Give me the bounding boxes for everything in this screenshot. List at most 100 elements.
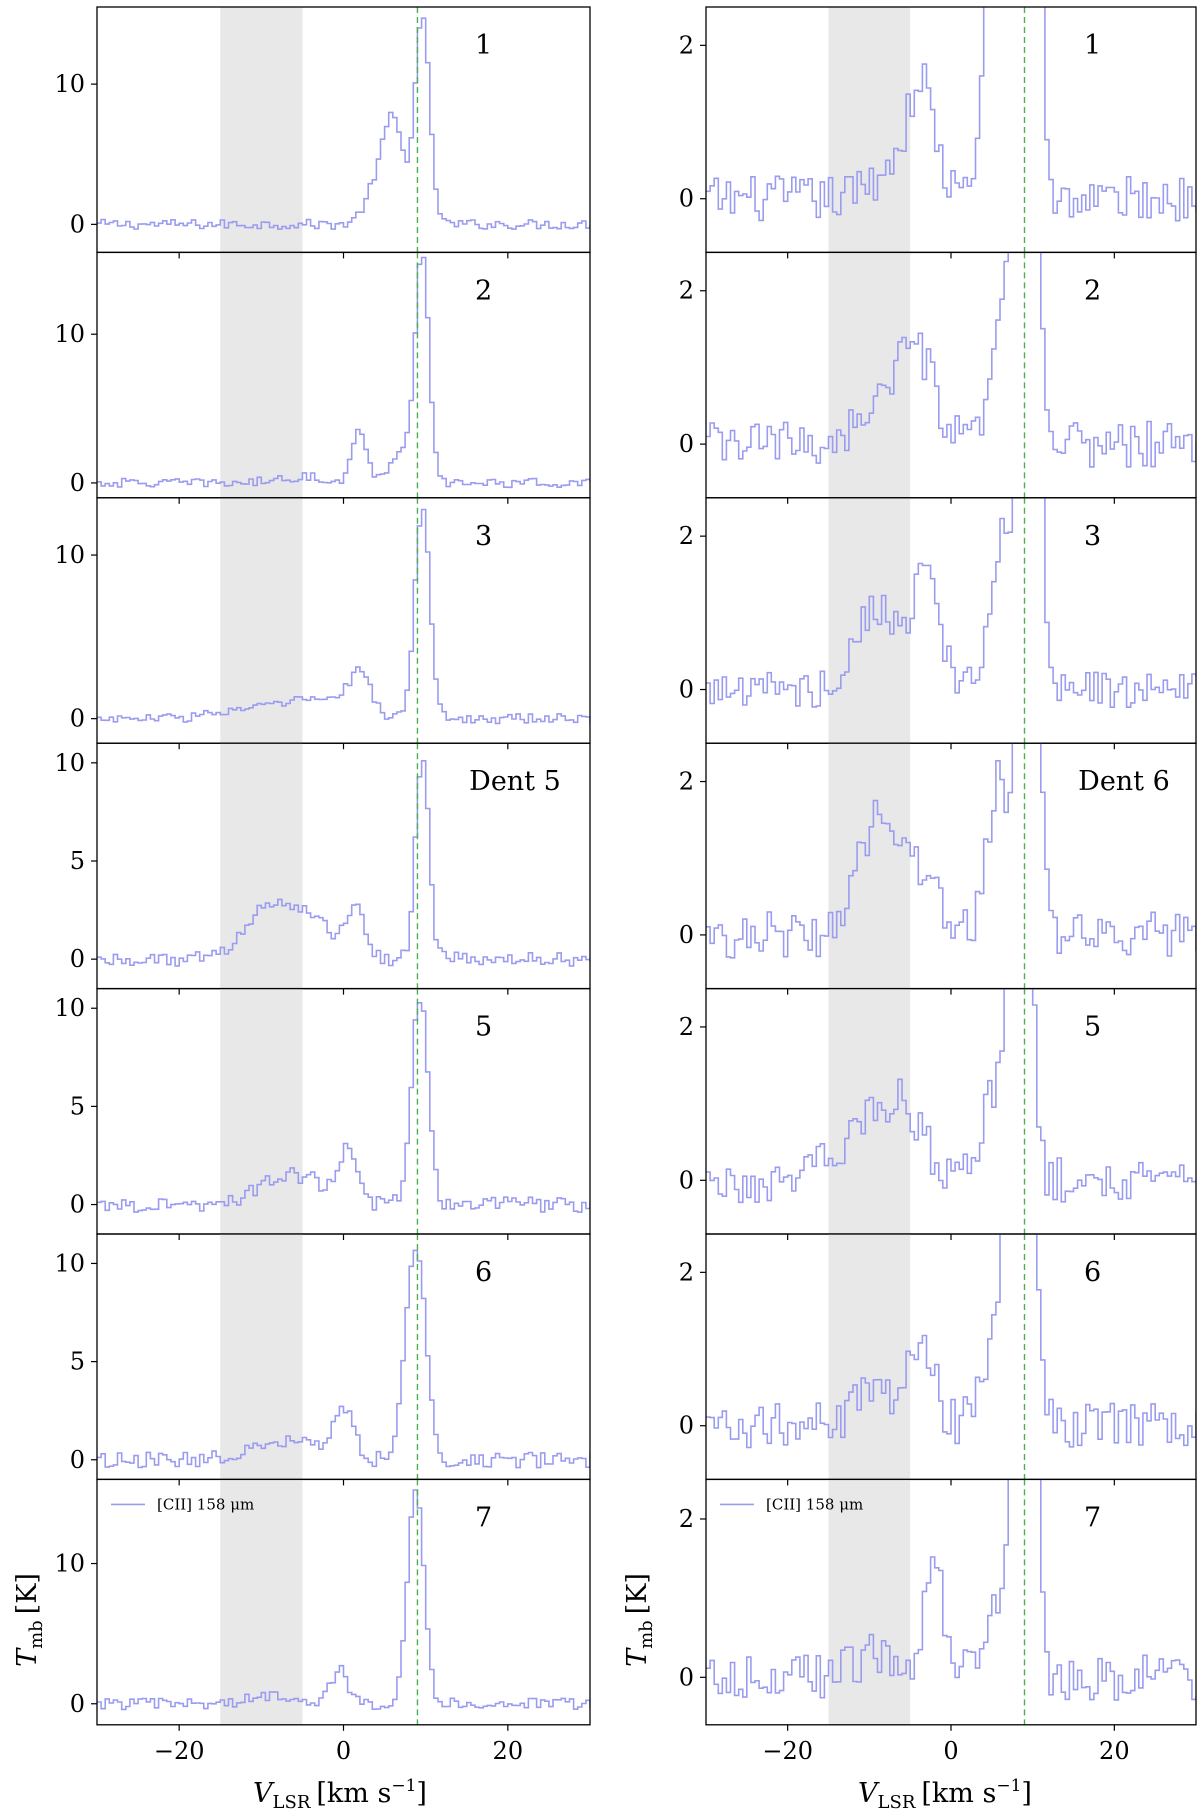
x-tick-label: −20 <box>154 1737 205 1765</box>
shaded-band <box>828 988 911 1234</box>
x-axis-title-right: VLSR [km s−1] <box>858 1776 1032 1813</box>
x-tick-label: 20 <box>493 1737 524 1765</box>
panel-1-5: 0 2 6 <box>679 1233 1197 1486</box>
legend-label: [CII] 158 μm <box>766 1495 863 1513</box>
panel-0-1: 0 10 2 <box>54 251 591 504</box>
legend-label: [CII] 158 μm <box>157 1495 254 1513</box>
y-tick-label: 10 <box>54 1550 85 1578</box>
panel-label: Dent 5 <box>469 766 561 797</box>
panel-frame <box>96 6 591 254</box>
spectrum-line <box>97 1489 590 1711</box>
y-tick-label: 0 <box>70 1446 85 1474</box>
x-axis-title-exp: −1 <box>391 1776 416 1796</box>
y-tick-label: 10 <box>54 70 85 98</box>
panel-label: 7 <box>1084 1502 1101 1533</box>
shaded-band <box>828 252 911 498</box>
spectrum-line <box>97 1002 590 1213</box>
y-tick-label: 0 <box>70 469 85 497</box>
y-tick-label: 0 <box>679 676 694 704</box>
x-tick-label: −20 <box>762 1737 813 1765</box>
y-tick-label: 0 <box>679 1166 694 1194</box>
x-axis-title-unit: [km s <box>316 1778 391 1809</box>
panel-label: 3 <box>1084 521 1101 552</box>
spectrum-line <box>706 743 1196 959</box>
spectrum-line <box>706 252 1196 468</box>
panel-frame <box>96 1233 591 1481</box>
panel-1-0: 0 2 1 <box>679 6 1197 259</box>
panel-0-4: 0 5 10 5 <box>54 987 591 1240</box>
shaded-band <box>220 252 303 498</box>
spectrum-line <box>97 760 590 967</box>
y-tick-label: 2 <box>679 768 694 796</box>
y-axis-title-main: T <box>12 1647 43 1667</box>
x-axis-title-sub: LSR <box>273 1792 311 1813</box>
y-tick-label: 0 <box>679 430 694 458</box>
spectrum-line <box>706 497 1196 708</box>
y-tick-label: 2 <box>679 31 694 59</box>
panel-frame <box>96 497 591 744</box>
y-tick-label: 0 <box>70 705 85 733</box>
spectrum-line <box>706 7 1196 222</box>
spectrum-line <box>97 17 590 230</box>
panel-label: 6 <box>475 1257 492 1288</box>
x-tick-label: 0 <box>336 1737 351 1765</box>
shaded-band <box>220 7 303 253</box>
y-tick-label: 10 <box>54 541 85 569</box>
spectrum-line <box>706 1479 1196 1701</box>
x-axis-title-main: V <box>253 1778 275 1809</box>
y-axis-title-unit: [K] <box>12 1573 43 1614</box>
y-tick-label: 10 <box>54 749 85 777</box>
x-axis-title-unit: [km s <box>921 1778 996 1809</box>
x-tick-label: 0 <box>943 1737 958 1765</box>
panel-1-1: 0 2 2 <box>679 251 1197 504</box>
shaded-band <box>220 1234 303 1480</box>
shaded-band <box>828 7 911 253</box>
y-tick-label: 0 <box>679 921 694 949</box>
panel-1-2: 0 2 3 <box>679 497 1197 750</box>
y-tick-label: 5 <box>70 1092 85 1120</box>
spectrum-line <box>97 508 590 725</box>
shaded-band <box>220 988 303 1234</box>
y-tick-label: 2 <box>679 1505 694 1533</box>
panel-frame <box>96 987 591 1235</box>
y-tick-label: 0 <box>70 1690 85 1718</box>
y-tick-label: 0 <box>70 945 85 973</box>
panel-label: 5 <box>1084 1012 1101 1043</box>
y-axis-title-sub: mb <box>636 1620 657 1649</box>
shaded-band <box>220 743 303 989</box>
panel-frame <box>705 1233 1197 1481</box>
x-axis-title-sub: LSR <box>878 1792 916 1813</box>
panel-label: 7 <box>475 1502 492 1533</box>
panel-0-2: 0 10 3 <box>54 497 591 750</box>
x-axis-title-exp: −1 <box>996 1776 1021 1796</box>
y-axis-title-unit: [K] <box>622 1573 653 1614</box>
panel-1-4: 0 2 5 <box>679 987 1197 1240</box>
panel-0-3: 0 5 10 Dent 5 <box>54 742 591 995</box>
panel-label: 2 <box>1084 275 1101 306</box>
spectrum-line <box>97 1249 590 1469</box>
y-axis-title-right: Tmb [K] <box>622 1573 657 1667</box>
spectrum-line <box>97 256 590 489</box>
shaded-band <box>220 1479 303 1725</box>
x-axis-title-close: ] <box>416 1778 427 1809</box>
y-tick-label: 2 <box>679 1013 694 1041</box>
y-tick-label: 2 <box>679 522 694 550</box>
x-axis-title-close: ] <box>1021 1778 1032 1809</box>
panel-frame <box>96 1478 591 1726</box>
panel-label: 6 <box>1084 1257 1101 1288</box>
y-axis-title-sub: mb <box>26 1620 47 1649</box>
panel-label: 2 <box>475 275 492 306</box>
spectrum-line <box>706 1234 1196 1449</box>
y-tick-label: 10 <box>54 320 85 348</box>
y-tick-label: 0 <box>679 185 694 213</box>
shaded-band <box>828 1234 911 1480</box>
panel-0-5: 0 5 10 6 <box>54 1233 591 1486</box>
y-tick-label: 5 <box>70 847 85 875</box>
y-tick-label: 0 <box>70 210 85 238</box>
y-tick-label: 10 <box>54 1249 85 1277</box>
y-tick-label: 10 <box>54 994 85 1022</box>
x-axis-title-main: V <box>858 1778 880 1809</box>
y-axis-title-main: T <box>622 1647 653 1667</box>
